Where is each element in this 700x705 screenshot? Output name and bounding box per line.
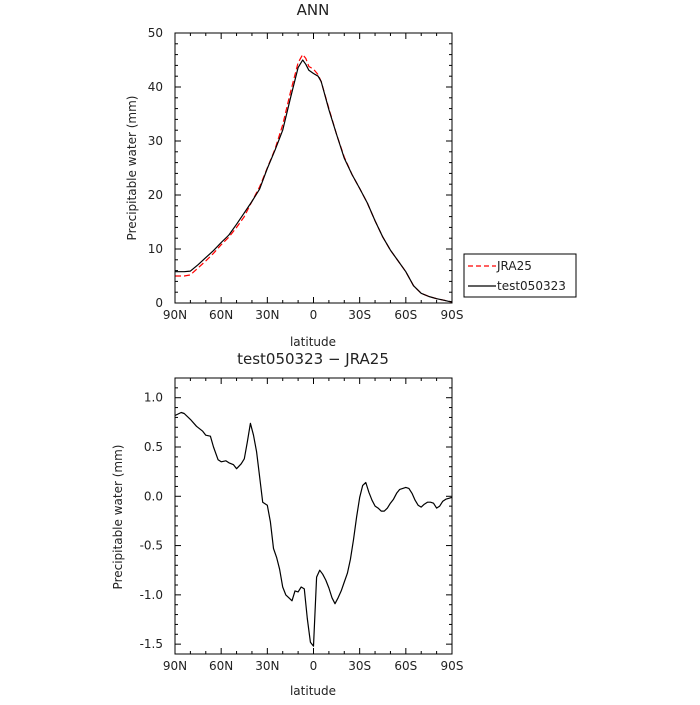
bottom-plot-frame [174,377,453,655]
top-x-tick-label: 30S [348,308,371,322]
top-y-tick-label: 30 [148,134,163,148]
top-x-tick-label: 0 [310,308,318,322]
bottom-y-tick-label: -1.5 [140,637,163,651]
bottom-y-tick-label: -0.5 [140,539,163,553]
top-x-axis-title: latitude [290,335,336,349]
bottom-panel: test050323 − JRA25 90N 60N 30N 0 30S 60S 90S 1.… [111,350,463,698]
bottom-x-tick-label: 60N [209,659,233,673]
top-y-tick-label: 0 [155,296,163,310]
top-x-tick-label: 90S [441,308,464,322]
bottom-title: test050323 − JRA25 [237,350,389,368]
top-y-tick-label: 10 [148,242,163,256]
top-x-tick-label: 60N [209,308,233,322]
bottom-ticks-group: 90N 60N 30N 0 30S 60S 90S 1.0 0.5 0.0 -0.5 -1.0 -1.5 [140,377,464,673]
bottom-x-tick-label: 90S [441,659,464,673]
top-panel: ANN 90N 60N 30N 0 30S 60S 90S 0 10 20 30 40 50 Preci… [125,1,577,349]
bottom-y-tick-label: 1.0 [144,391,163,405]
bottom-x-axis-title: latitude [290,684,336,698]
top-x-tick-label: 90N [163,308,187,322]
top-series-line-test050323 [175,59,453,303]
bottom-y-tick-label: 0.5 [144,440,163,454]
top-x-tick-label: 60S [394,308,417,322]
top-y-axis-title: Precipitable water (mm) [125,96,139,241]
bottom-x-tick-label: 0 [310,659,318,673]
top-x-tick-label: 30N [255,308,279,322]
top-ticks-group: 90N 60N 30N 0 30S 60S 90S 0 10 20 30 40 50 [148,26,464,322]
legend-box [463,253,577,298]
bottom-y-axis-title: Precipitable water (mm) [111,445,125,590]
top-y-tick-label: 20 [148,188,163,202]
bottom-x-tick-label: 30S [348,659,371,673]
legend: JRA25 test050323 [463,253,577,298]
top-series-line-jra25 [175,53,453,303]
bottom-y-tick-label: 0.0 [144,489,163,503]
legend-label-test050323: test050323 [497,279,566,293]
top-series-group [175,53,453,303]
bottom-x-tick-label: 90N [163,659,187,673]
bottom-x-tick-label: 30N [255,659,279,673]
bottom-series-group [174,411,453,647]
legend-label-jra25: JRA25 [496,259,532,273]
top-y-tick-label: 40 [148,80,163,94]
bottom-x-tick-label: 60S [394,659,417,673]
bottom-series-line-difference [174,411,453,647]
top-y-tick-label: 50 [148,26,163,40]
top-title: ANN [297,1,330,19]
bottom-y-tick-label: -1.0 [140,588,163,602]
